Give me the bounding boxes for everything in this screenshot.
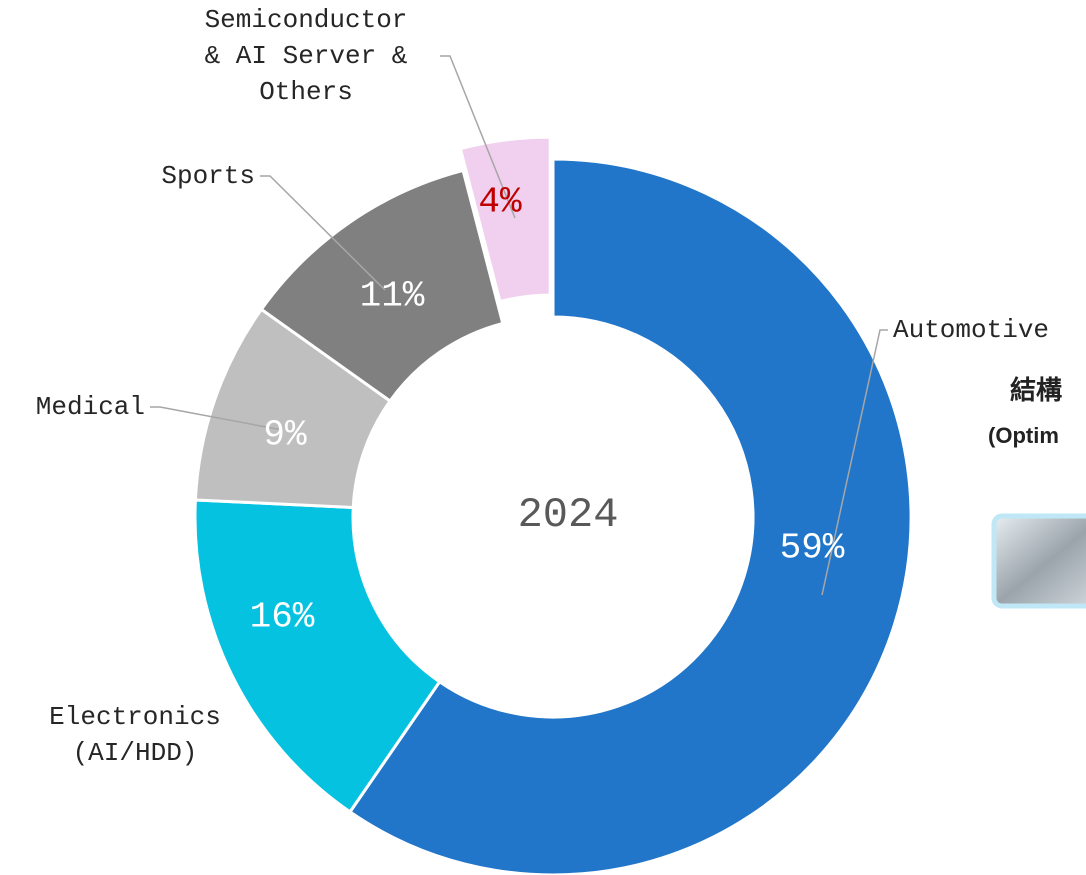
data-label: 59% [780,528,845,569]
chart: 2024 結構 (Optim Automotive 59% Electronics(… [0,0,1086,875]
category-label: Medical [36,392,145,422]
side-title: 結構 [1010,375,1062,405]
data-label: 11% [360,276,425,317]
data-label: 9% [263,415,307,456]
category-label: Sports [161,161,255,191]
center-label: 2024 [518,491,619,539]
category-label: Semiconductor& AI Server &Others [205,5,408,107]
data-label: 4% [478,182,522,223]
data-label: 16% [250,597,315,638]
category-label: Electronics(AI/HDD) [49,702,221,768]
side-subtitle: (Optim [988,423,1059,448]
category-label: Automotive [893,315,1049,345]
product-image [994,516,1086,606]
